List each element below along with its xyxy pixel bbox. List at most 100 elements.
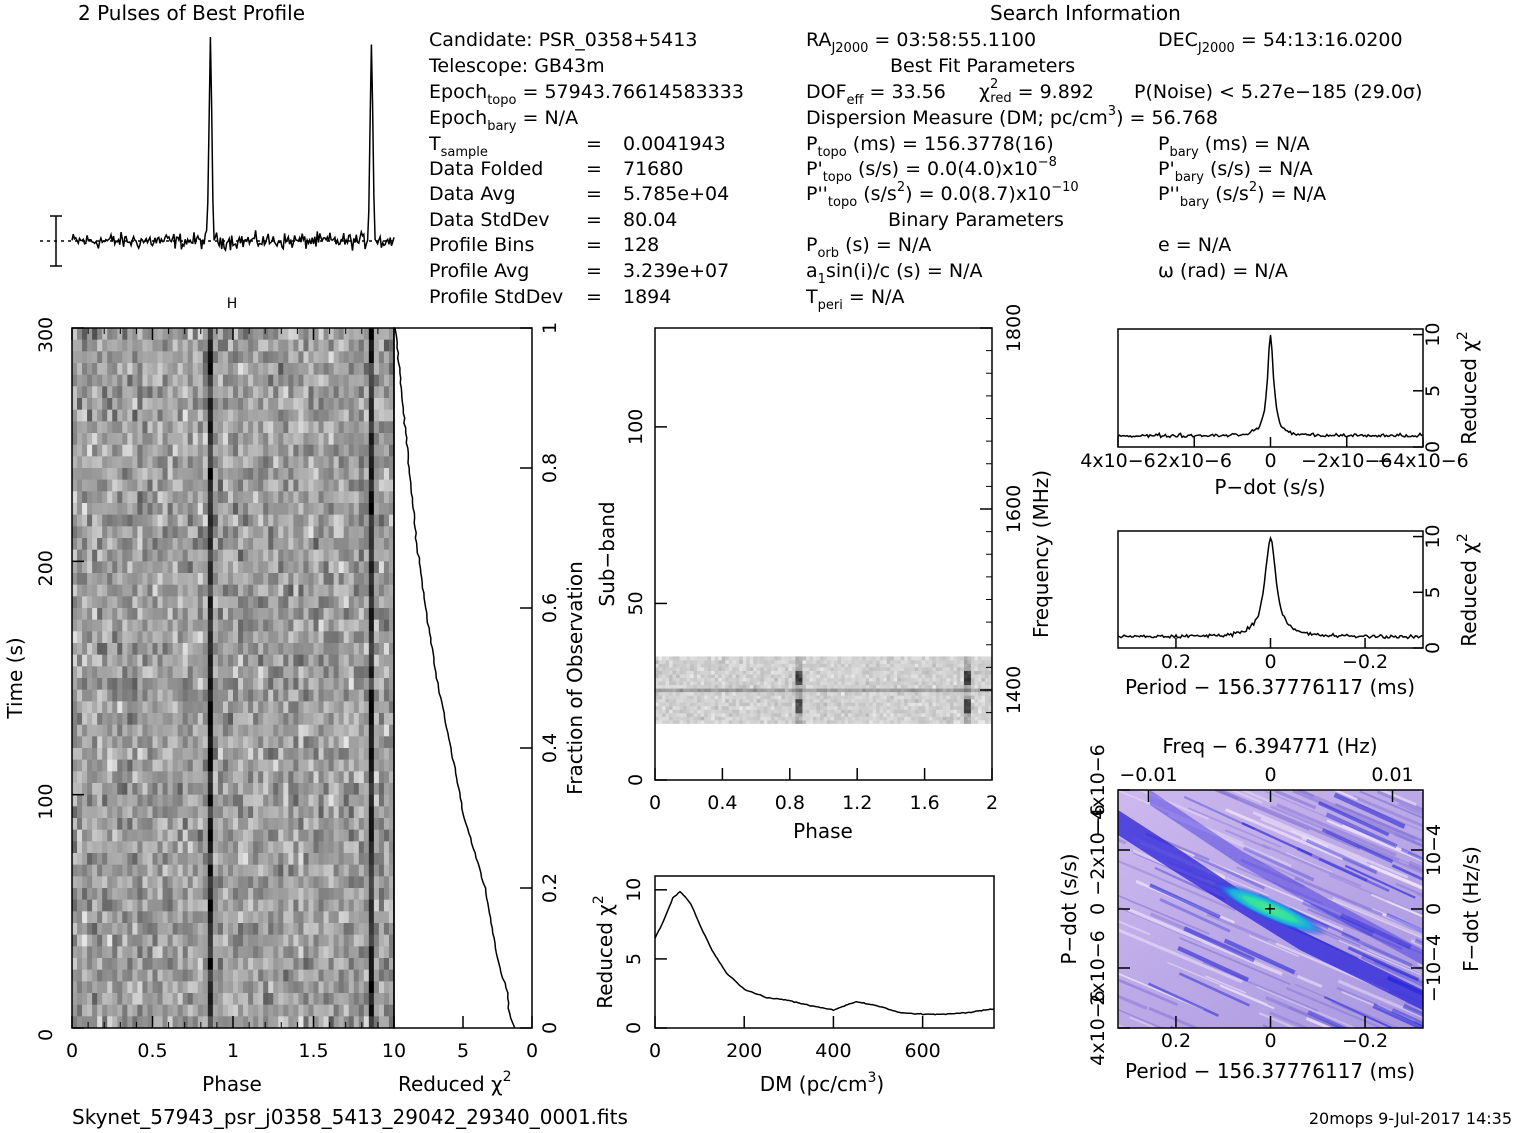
time-phase-cell xyxy=(77,468,83,481)
time-phase-cell xyxy=(328,689,335,702)
time-phase-cell xyxy=(132,934,138,947)
time-phase-cell xyxy=(157,981,163,994)
time-phase-cell xyxy=(177,678,184,691)
subband-cell xyxy=(942,719,947,724)
time-phase-cell xyxy=(177,608,184,621)
time-phase-cell xyxy=(328,421,335,434)
time-phase-cell xyxy=(238,573,244,586)
time-phase-cell xyxy=(243,993,249,1006)
time-phase-cell xyxy=(303,713,309,726)
subband-cell xyxy=(700,716,705,721)
time-phase-cell xyxy=(348,993,355,1006)
time-phase-cell xyxy=(167,433,174,446)
subband-cell xyxy=(932,702,937,707)
time-phase-cell xyxy=(177,771,184,784)
time-phase-cell xyxy=(167,806,174,819)
time-phase-cell xyxy=(122,1016,128,1028)
time-phase-cell xyxy=(112,596,118,609)
time-phase-cell xyxy=(278,771,284,784)
time-phase-cell xyxy=(77,386,83,399)
time-phase-cell xyxy=(278,374,284,387)
time-phase-cell xyxy=(238,526,244,539)
subband-cell xyxy=(760,688,765,693)
time-phase-cell xyxy=(323,946,329,959)
time-phase-cell xyxy=(243,899,249,912)
time-phase-cell xyxy=(363,876,370,889)
time-phase-cell xyxy=(92,806,98,819)
time-phase-cell xyxy=(383,818,390,831)
time-phase-cell xyxy=(107,456,113,469)
time-phase-cell xyxy=(207,748,214,761)
time-phase-cell xyxy=(318,456,324,469)
subband-cell xyxy=(827,705,831,710)
time-phase-cell xyxy=(217,654,224,667)
time-phase-cell xyxy=(338,829,345,842)
time-phase-cell xyxy=(222,433,229,446)
time-phase-cell xyxy=(293,351,299,364)
time-phase-cell xyxy=(77,701,83,714)
time-phase-cell xyxy=(233,608,239,621)
time-phase-cell xyxy=(212,736,219,749)
time-phase-cell xyxy=(142,713,148,726)
time-phase-cell xyxy=(117,351,123,364)
time-phase-cell xyxy=(363,503,370,516)
time-phase-cell xyxy=(233,584,239,597)
time-phase-cell xyxy=(92,339,98,352)
time-phase-cell xyxy=(162,748,168,761)
time-phase-cell xyxy=(268,876,274,889)
time-phase-cell xyxy=(273,1004,279,1017)
time-phase-cell xyxy=(152,794,158,807)
time-phase-cell xyxy=(127,468,133,481)
time-phase-cell xyxy=(358,713,365,726)
time-phase-cell xyxy=(288,724,294,737)
time-phase-cell xyxy=(373,654,380,667)
time-phase-cell xyxy=(127,433,133,446)
time-phase-cell xyxy=(318,736,324,749)
subband-cell xyxy=(841,698,845,703)
time-phase-cell xyxy=(212,479,219,492)
time-phase-cell xyxy=(117,631,123,644)
time-phase-cell xyxy=(313,818,319,831)
time-phase-cell xyxy=(338,923,345,936)
time-phase-cell xyxy=(137,468,143,481)
time-phase-cell xyxy=(92,444,98,457)
time-phase-cell xyxy=(97,993,103,1006)
time-phase-cell xyxy=(318,923,324,936)
time-phase-cell xyxy=(147,864,153,877)
time-phase-cell xyxy=(333,538,340,551)
time-phase-cell xyxy=(107,363,113,376)
time-phase-cell xyxy=(222,619,229,632)
time-phase-cell xyxy=(222,864,229,877)
time-phase-cell xyxy=(202,514,209,527)
subband-cell xyxy=(851,709,856,714)
subband-cell xyxy=(981,702,986,707)
time-phase-cell xyxy=(303,328,309,341)
time-phase-cell xyxy=(202,934,209,947)
time-phase-cell xyxy=(157,479,163,492)
time-phase-cell xyxy=(238,736,244,749)
time-phase-cell xyxy=(303,631,309,644)
time-phase-cell xyxy=(222,386,229,399)
subband-cell xyxy=(739,716,744,721)
time-phase-cell xyxy=(268,503,274,516)
time-phase-cell xyxy=(383,923,390,936)
subband-cell xyxy=(767,709,772,714)
time-phase-cell xyxy=(72,771,78,784)
time-phase-cell xyxy=(117,374,123,387)
time-phase-cell xyxy=(117,958,123,971)
time-phase-cell xyxy=(197,724,204,737)
time-phase-cell xyxy=(72,1016,78,1028)
time-phase-cell xyxy=(338,491,345,504)
time-phase-cell xyxy=(353,491,360,504)
time-phase-cell xyxy=(187,678,194,691)
time-phase-cell xyxy=(328,584,335,597)
time-phase-cell xyxy=(293,584,299,597)
time-phase-cell xyxy=(72,783,78,796)
subband-cell xyxy=(658,684,663,689)
subband-cell xyxy=(816,712,821,717)
time-phase-cell xyxy=(172,701,179,714)
subband-cell xyxy=(869,698,874,703)
time-phase-cell xyxy=(338,363,345,376)
time-phase-cell xyxy=(383,479,390,492)
time-phase-cell xyxy=(293,491,299,504)
